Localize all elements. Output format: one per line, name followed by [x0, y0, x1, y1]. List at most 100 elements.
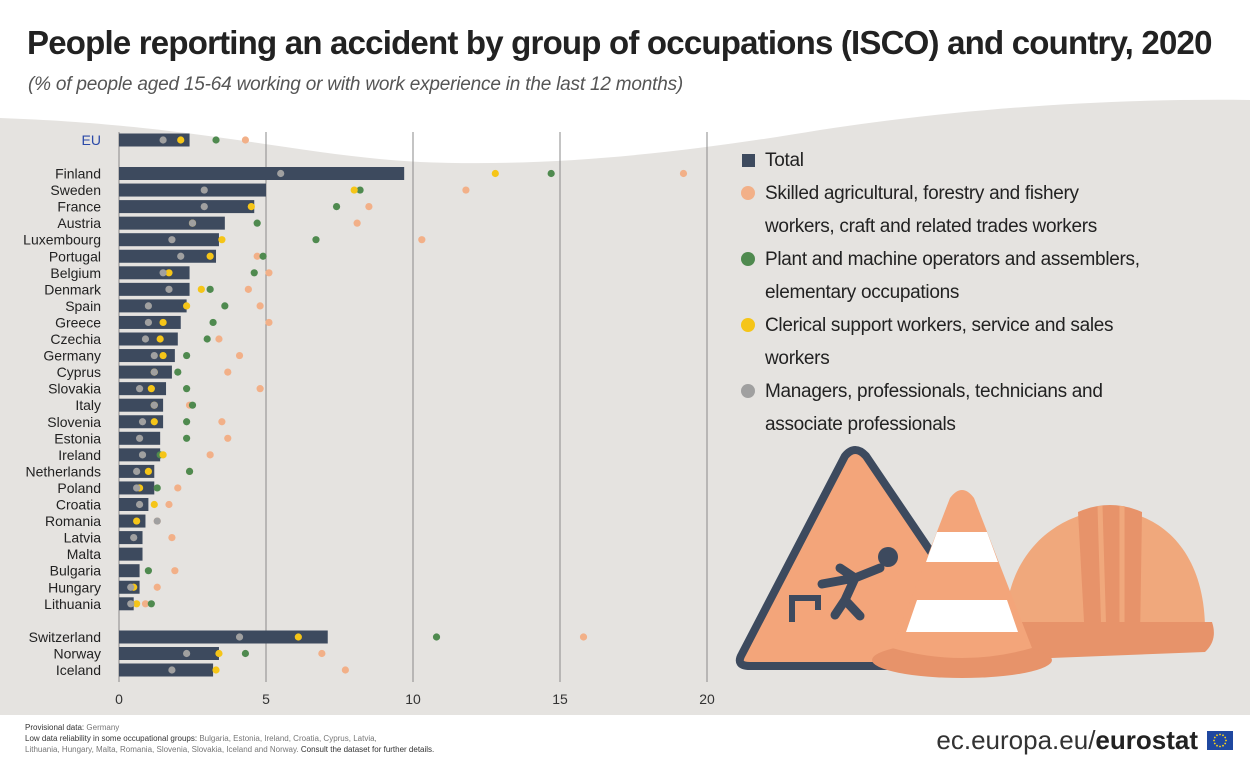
legend-label: Total: [765, 150, 804, 171]
data-point: [679, 169, 688, 178]
data-point: [183, 418, 191, 426]
consult-note: Consult the dataset for further details.: [300, 745, 435, 754]
bar: [119, 547, 143, 561]
square-icon: [742, 154, 755, 167]
data-point: [159, 318, 167, 327]
star-icon: [1213, 736, 1216, 739]
bar: [119, 564, 140, 578]
y-category-label: France: [57, 199, 101, 215]
y-category-label: Poland: [57, 480, 101, 496]
data-point: [183, 351, 191, 360]
provisional-value: Germany: [86, 723, 120, 732]
legend-label: Clerical support workers, service and sa…: [765, 315, 1114, 369]
data-point: [127, 600, 135, 608]
data-point: [235, 351, 244, 360]
bar: [119, 249, 217, 263]
data-point: [144, 567, 152, 575]
data-point: [159, 451, 167, 459]
data-point: [318, 649, 326, 658]
bar: [119, 216, 225, 230]
footer: [0, 715, 1250, 769]
star-icon: [1216, 744, 1218, 747]
y-category-label: Iceland: [56, 662, 101, 678]
legend-item-total: Total: [740, 144, 1140, 177]
star-icon: [1225, 739, 1227, 742]
star-icon: [1219, 745, 1221, 748]
data-point: [141, 335, 150, 343]
circle-icon: [741, 252, 755, 266]
data-point: [183, 302, 191, 310]
y-category-label: Greece: [55, 314, 101, 330]
data-point: [147, 385, 155, 393]
data-point: [253, 252, 261, 260]
eu-flag-icon: [1207, 731, 1233, 750]
legend-item-clerical: Clerical support workers, service and sa…: [740, 309, 1140, 375]
bar: [119, 647, 219, 660]
data-point: [244, 285, 252, 293]
chart-subtitle: (% of people aged 15-64 working or with …: [28, 74, 684, 95]
data-point: [256, 385, 264, 393]
star-icon: [1222, 734, 1224, 737]
data-point: [144, 318, 152, 327]
data-point: [312, 236, 320, 244]
bar: [119, 133, 190, 147]
y-category-label: Hungary: [48, 579, 101, 595]
bar: [119, 200, 255, 214]
provisional-label: Provisional data:: [25, 723, 85, 732]
legend-item-plant-operators: Plant and machine operators and assemble…: [740, 243, 1140, 309]
data-point: [241, 136, 250, 144]
eurostat-link[interactable]: ec.europa.eu/eurostat: [936, 725, 1198, 756]
legend-item-managers: Managers, professionals, technicians and…: [740, 375, 1140, 441]
y-category-label: Germany: [43, 348, 101, 364]
data-point: [150, 500, 158, 509]
y-category-label: Spain: [65, 298, 101, 314]
bar: [119, 183, 266, 197]
data-point: [159, 351, 167, 360]
data-point: [177, 136, 185, 144]
legend-label: Skilled agricultural, forestry and fishe…: [765, 183, 1097, 237]
data-point: [159, 269, 167, 277]
data-point: [133, 484, 141, 492]
y-category-label: Netherlands: [26, 463, 102, 479]
data-point: [224, 368, 232, 376]
data-point: [332, 203, 341, 211]
x-tick-label: 0: [115, 691, 123, 707]
data-point: [133, 600, 141, 608]
data-point: [188, 401, 197, 409]
footnotes: Provisional data: Germany Low data relia…: [25, 722, 434, 755]
y-category-label: Lithuania: [44, 596, 101, 612]
data-point: [177, 252, 185, 260]
data-point: [165, 269, 173, 277]
y-category-label: Switzerland: [29, 629, 101, 645]
data-point: [253, 219, 261, 227]
star-icon: [1224, 736, 1227, 739]
y-category-label: Luxembourg: [23, 232, 101, 248]
legend: Total Skilled agricultural, forestry and…: [740, 144, 1140, 441]
data-point: [491, 169, 499, 178]
y-category-label: Czechia: [50, 331, 101, 347]
data-point: [356, 186, 364, 194]
data-point: [183, 434, 191, 442]
data-point: [144, 302, 152, 310]
chart-title: People reporting an accident by group of…: [27, 24, 1212, 61]
circle-icon: [741, 186, 755, 200]
data-point: [277, 169, 285, 178]
data-point: [547, 169, 555, 178]
data-point: [165, 285, 173, 293]
low-reliability-label: Low data reliability in some occupationa…: [25, 734, 198, 743]
data-point: [168, 666, 176, 674]
data-point: [153, 484, 161, 492]
data-point: [579, 633, 588, 641]
data-point: [418, 236, 426, 244]
data-point: [224, 434, 232, 442]
y-category-label: Slovakia: [48, 381, 101, 397]
bar: [119, 365, 172, 379]
hard-hat-icon: [985, 505, 1214, 660]
data-point: [171, 567, 179, 575]
bar: [119, 266, 190, 280]
bar: [119, 398, 164, 412]
y-category-label: Denmark: [44, 281, 102, 297]
data-point: [212, 136, 220, 144]
